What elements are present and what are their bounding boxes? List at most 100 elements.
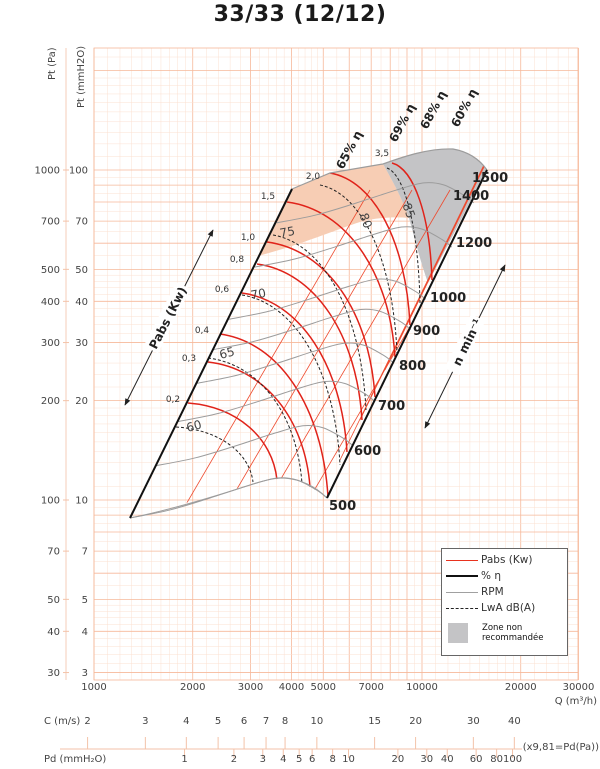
- rpm-curve-600: [155, 424, 354, 467]
- legend-item-noise: LwA dB(A): [446, 601, 535, 615]
- velocity-tick-label: 15: [368, 716, 381, 727]
- legend-item-efficiency: % η: [446, 569, 501, 583]
- pd-tick-label: 60: [470, 754, 483, 765]
- y-tick-label-pa: 100: [41, 496, 60, 507]
- pd-tick-label: 100: [503, 754, 522, 765]
- noise-label: 60: [185, 417, 203, 434]
- y-tick-label-mm: 70: [75, 217, 88, 228]
- y-tick-label-pa: 30: [47, 668, 60, 679]
- rpm-curve-700: [177, 380, 376, 423]
- legend-label: LwA dB(A): [481, 602, 536, 614]
- rpm-curve-1500: [291, 148, 488, 190]
- x-tick-label: 20000: [505, 682, 537, 693]
- velocity-tick-label: 6: [241, 716, 247, 727]
- velocity-tick-label: 4: [183, 716, 189, 727]
- x-tick-label: 7000: [358, 682, 383, 693]
- x-axis-label: Q (m³/h): [555, 696, 597, 707]
- y-tick-label-pa: 300: [41, 338, 60, 349]
- pd-tick-label: 6: [309, 754, 315, 765]
- y-tick-label-pa: 50: [47, 595, 60, 606]
- pd-tick-label: 2: [231, 754, 237, 765]
- velocity-tick-label: 3: [142, 716, 148, 727]
- speed-axis-boundary: [326, 169, 488, 499]
- x-tick-label: 30000: [563, 682, 595, 693]
- y-tick-label-pa: 700: [41, 217, 60, 228]
- rpm-label: 1400: [453, 189, 489, 204]
- velocity-tick-label: 5: [215, 716, 221, 727]
- x-tick-label: 10000: [406, 682, 438, 693]
- power-label: 1,5: [261, 192, 275, 202]
- y-tick-label-mm: 30: [75, 338, 88, 349]
- pd-tick-label: 10: [342, 754, 355, 765]
- rpm-curve-500: [129, 477, 328, 519]
- power-label: 3,5: [375, 149, 389, 159]
- arrow-label-bg: [143, 281, 191, 354]
- noise-label: 65: [218, 344, 236, 361]
- speed-arrow-unit: min⁻¹: [456, 316, 485, 355]
- y-tick-label-mm: 40: [75, 297, 88, 308]
- noise-curve: [241, 294, 341, 466]
- velocity-tick-label: 7: [263, 716, 269, 727]
- y-tick-label-mm: 3: [82, 668, 88, 679]
- velocity-tick-label: 2: [84, 716, 90, 727]
- y-tick-label-pa: 70: [47, 547, 60, 558]
- noise-label: 70: [250, 286, 267, 302]
- legend-swatch-efficiency: [446, 575, 478, 577]
- x-tick-label: 2000: [180, 682, 205, 693]
- rpm-curve-1400: [276, 182, 475, 224]
- legend-swatch-power: [446, 559, 478, 561]
- pd-tick-label: 40: [441, 754, 454, 765]
- x-tick-label: 4000: [279, 682, 304, 693]
- efficiency-label: 69% η: [386, 101, 418, 144]
- power-curve: [187, 402, 278, 481]
- efficiency-line: [171, 189, 413, 519]
- axes: 1000 100 700 70 500 50 400 40 300 30 200 20 100 10 70 7…: [35, 46, 600, 765]
- power-curve: [241, 292, 348, 453]
- pd-tick-label: 5: [296, 754, 302, 765]
- power-curve: [266, 241, 376, 398]
- pd-tick-label: 20: [392, 754, 405, 765]
- pd-tick-label: 1: [181, 754, 187, 765]
- legend-swatch-noise: [446, 607, 478, 609]
- noise-curve: [175, 426, 254, 483]
- legend-swatch-rpm: [446, 591, 478, 593]
- y-tick-label-pa: 500: [41, 265, 60, 276]
- velocity-tick-label: 30: [467, 716, 480, 727]
- noise-label: 85: [400, 201, 418, 220]
- velocity-tick-label: 20: [409, 716, 422, 727]
- power-label: 1,0: [241, 233, 256, 243]
- power-curve: [207, 361, 311, 488]
- power-curve: [391, 162, 433, 281]
- y-tick-label-mm: 7: [82, 547, 88, 558]
- pd-tick-label: 4: [280, 754, 286, 765]
- noise-label: 80: [357, 211, 375, 230]
- noise-label: 75: [279, 224, 296, 240]
- rpm-label: 800: [399, 359, 426, 374]
- y-tick-label-mm: 20: [75, 396, 88, 407]
- rpm-label: 1000: [430, 291, 466, 306]
- x-tick-label: 3000: [238, 682, 263, 693]
- rpm-curve-900: [213, 308, 412, 351]
- y-axis-label-pa: Pt (Pa): [47, 47, 58, 80]
- noise-curve: [207, 357, 303, 485]
- y-axis-label-mm: Pt (mmH2O): [76, 46, 87, 108]
- efficiency-line: [249, 189, 487, 519]
- power-label: 0,4: [195, 326, 210, 336]
- rpm-label: 500: [329, 499, 356, 514]
- pd-tick-label: 8: [329, 754, 335, 765]
- pd-tick-label: 3: [260, 754, 266, 765]
- power-label: 0,6: [215, 285, 230, 295]
- y-tick-label-mm: 5: [82, 595, 88, 606]
- pd-tick-label: 80: [490, 754, 503, 765]
- power-label: 0,8: [230, 255, 245, 265]
- efficiency-line: [359, 148, 487, 421]
- efficiency-line: [209, 189, 451, 519]
- chart-title: 33/33 (12/12): [213, 2, 387, 27]
- legend: Pabs (Kw) % η RPM LwA dB(A) Zone non rec…: [441, 548, 568, 656]
- efficiency-line: [130, 189, 371, 519]
- rpm-curve-1200: [254, 226, 453, 268]
- arrow-label-bg: [444, 314, 486, 376]
- legend-label: % η: [481, 570, 501, 582]
- rpm-label: 600: [354, 444, 381, 459]
- rpm-label: 1500: [472, 171, 508, 186]
